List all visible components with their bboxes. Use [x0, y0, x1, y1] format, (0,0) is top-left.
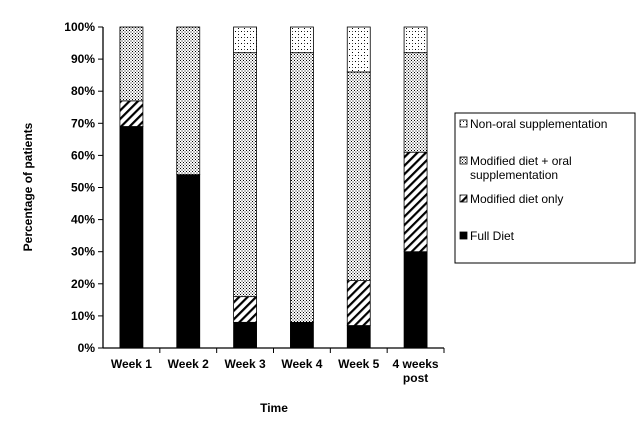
bar-segment: [403, 151, 428, 253]
axes: [98, 26, 445, 353]
x-axis-title: Time: [260, 401, 288, 415]
bar-segment: [290, 52, 314, 323]
x-tick-label: post: [403, 371, 428, 385]
bar-segment: [119, 100, 144, 127]
y-tick-labels: 0% 10% 20% 30% 40% 50% 60% 70% 80% 90% 100%: [64, 20, 95, 355]
y-tick-label: 10%: [71, 309, 95, 323]
bars: [119, 26, 428, 349]
bar-segment: [403, 251, 428, 349]
bar-segment: [403, 26, 428, 54]
bar-segment: [346, 71, 371, 281]
bar-segment: [233, 52, 257, 298]
bar-segment: [119, 26, 144, 102]
legend-swatch: [459, 119, 468, 128]
bar-segment: [176, 26, 201, 176]
y-tick-label: 20%: [71, 277, 95, 291]
legend-label: supplementation: [470, 168, 558, 182]
legend-label: Modified diet + oral: [470, 154, 572, 168]
legend-swatch: [459, 156, 468, 165]
x-tick-label: Week 5: [338, 357, 379, 371]
x-tick-label: Week 1: [111, 357, 152, 371]
bar-segment: [346, 26, 371, 73]
legend-swatch: [459, 231, 468, 240]
y-tick-label: 90%: [71, 52, 95, 66]
bar-segment: [346, 325, 371, 349]
legend-swatch: [459, 194, 468, 203]
bar-segment: [346, 280, 371, 326]
x-tick-label: Week 2: [168, 357, 209, 371]
y-tick-label: 50%: [71, 181, 95, 195]
x-category-labels: Week 1 Week 2 Week 3 Week 4 Week 5 4 weekspos…: [111, 357, 439, 385]
legend-label: Non-oral supplementation: [470, 117, 607, 131]
y-tick-label: 0%: [78, 341, 96, 355]
x-tick-label: Week 4: [281, 357, 322, 371]
bar-segment: [290, 26, 314, 54]
y-tick-label: 80%: [71, 84, 95, 98]
x-tick-label: 4 weeks: [393, 357, 439, 371]
legend: Non-oral supplementation Modified diet + …: [454, 112, 636, 264]
legend-box: [454, 112, 636, 264]
y-tick-label: 70%: [71, 116, 95, 130]
y-tick-label: 100%: [64, 20, 95, 34]
y-tick-label: 40%: [71, 213, 95, 227]
bar-segment: [233, 321, 257, 349]
legend-label: Modified diet only: [470, 192, 563, 206]
bar-segment: [403, 52, 428, 153]
bar-segment: [233, 26, 257, 54]
y-axis-title: Percentage of patients: [21, 122, 35, 251]
bar-segment: [119, 126, 144, 349]
bar-segment: [290, 321, 314, 349]
y-tick-label: 30%: [71, 245, 95, 259]
bar-segment: [176, 174, 201, 349]
bar-segment: [233, 296, 257, 323]
x-tick-label: Week 3: [225, 357, 266, 371]
y-tick-label: 60%: [71, 148, 95, 162]
legend-label: Full Diet: [470, 229, 515, 243]
